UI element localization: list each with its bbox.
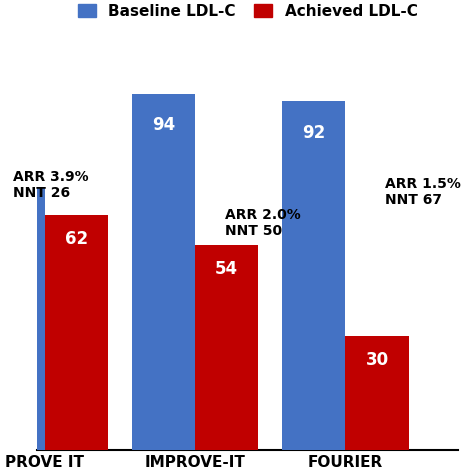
- Bar: [132, 94, 195, 450]
- Text: 54: 54: [215, 260, 238, 278]
- Legend: Baseline LDL-C, Achieved LDL-C: Baseline LDL-C, Achieved LDL-C: [73, 0, 422, 23]
- Text: ARR 3.9%
NNT 26: ARR 3.9% NNT 26: [13, 170, 89, 200]
- Text: 30: 30: [365, 351, 389, 369]
- Text: 69: 69: [1, 211, 25, 229]
- Text: ARR 2.0%
NNT 50: ARR 2.0% NNT 50: [225, 208, 301, 237]
- Bar: [0, 189, 45, 450]
- Bar: [346, 336, 409, 450]
- Bar: [283, 101, 346, 450]
- Text: 92: 92: [302, 124, 326, 142]
- Bar: [45, 215, 108, 450]
- Text: ARR 1.5%
NNT 67: ARR 1.5% NNT 67: [384, 177, 460, 208]
- Text: 62: 62: [64, 230, 88, 248]
- Bar: [195, 245, 258, 450]
- Text: 94: 94: [152, 117, 175, 135]
